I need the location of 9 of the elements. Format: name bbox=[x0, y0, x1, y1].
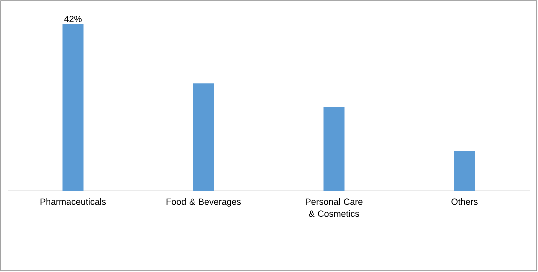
x-tick-label: Food & Beverages bbox=[166, 198, 242, 207]
bar bbox=[193, 84, 214, 191]
bar bbox=[454, 151, 476, 191]
x-tick-label: Personal Care & Cosmetics bbox=[306, 198, 363, 218]
data-label: 42% bbox=[64, 16, 82, 22]
bar bbox=[324, 108, 345, 191]
bar bbox=[62, 24, 84, 191]
x-tick-label: Pharmaceuticals bbox=[40, 198, 106, 206]
x-tick-label: Others bbox=[452, 198, 478, 206]
